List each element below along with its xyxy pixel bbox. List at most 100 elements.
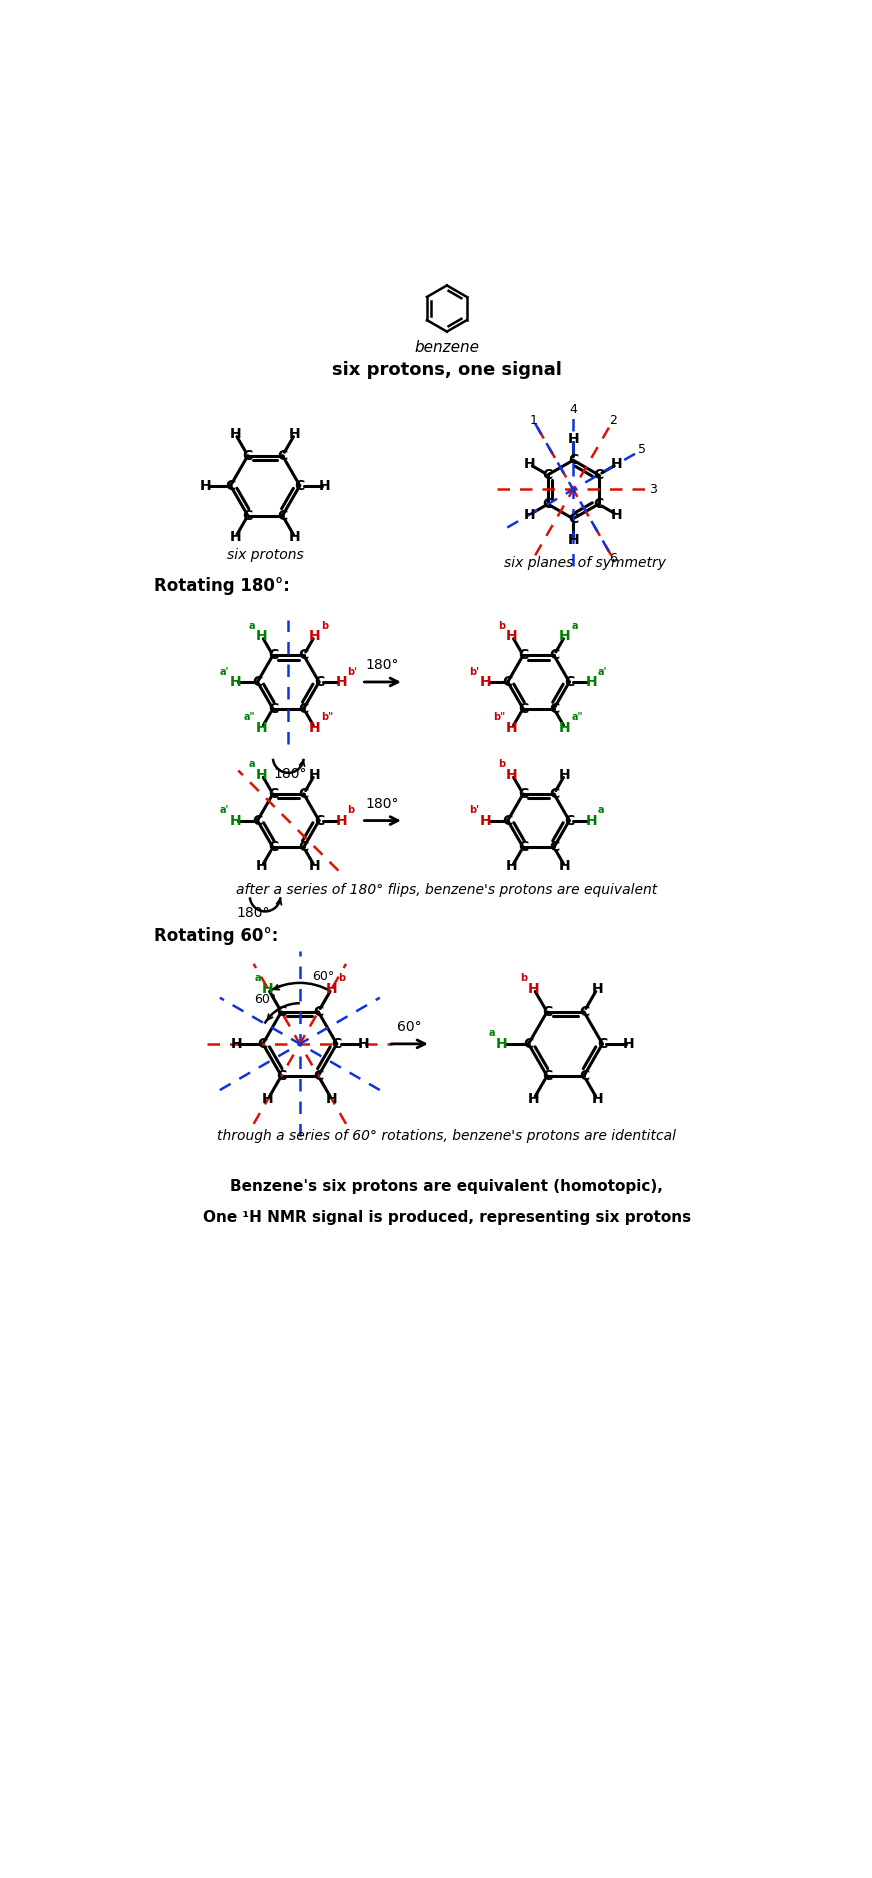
Text: C: C — [268, 787, 278, 800]
Text: H: H — [256, 768, 268, 781]
Text: a: a — [249, 759, 255, 770]
Text: H: H — [290, 426, 301, 441]
Text: H: H — [507, 721, 518, 734]
Text: H: H — [229, 674, 242, 689]
Text: C: C — [568, 453, 578, 468]
Text: Benzene's six protons are equivalent (homotopic),: Benzene's six protons are equivalent (ho… — [230, 1179, 664, 1194]
Text: H: H — [309, 768, 321, 781]
Text: C: C — [579, 1005, 589, 1020]
Text: H: H — [256, 629, 268, 642]
Text: H: H — [591, 1091, 603, 1106]
Text: through a series of 60° rotations, benzene's protons are identitcal: through a series of 60° rotations, benze… — [217, 1129, 677, 1144]
Text: 5: 5 — [638, 443, 646, 456]
Text: C: C — [502, 813, 513, 828]
Text: a": a" — [244, 712, 255, 723]
Text: 60°: 60° — [312, 971, 334, 984]
Text: H: H — [358, 1037, 369, 1052]
Text: six protons: six protons — [227, 548, 303, 562]
Text: H: H — [262, 1091, 274, 1106]
Text: H: H — [611, 507, 623, 522]
Text: H: H — [623, 1037, 635, 1052]
Text: C: C — [548, 787, 559, 800]
Text: C: C — [597, 1037, 608, 1052]
Text: H: H — [262, 982, 274, 995]
Text: b': b' — [469, 667, 479, 676]
Text: C: C — [298, 787, 309, 800]
Text: C: C — [518, 702, 528, 716]
Text: H: H — [256, 721, 268, 734]
Text: C: C — [502, 674, 513, 689]
Text: C: C — [568, 511, 578, 526]
Text: C: C — [548, 648, 559, 663]
Text: H: H — [229, 813, 242, 828]
Text: C: C — [542, 498, 553, 511]
Text: H: H — [507, 860, 518, 873]
Text: C: C — [225, 479, 235, 492]
Text: C: C — [579, 1069, 589, 1084]
Text: C: C — [548, 702, 559, 716]
Text: H: H — [611, 458, 623, 471]
Text: b': b' — [469, 806, 479, 815]
Text: H: H — [229, 530, 242, 545]
Text: b": b" — [321, 712, 333, 723]
Text: C: C — [548, 839, 559, 854]
Text: b: b — [499, 622, 506, 631]
Text: a": a" — [571, 712, 582, 723]
Text: H: H — [309, 721, 321, 734]
Text: C: C — [313, 1005, 324, 1020]
Text: C: C — [518, 839, 528, 854]
Text: H: H — [256, 860, 268, 873]
Text: C: C — [314, 813, 324, 828]
Text: H: H — [559, 721, 571, 734]
Text: C: C — [523, 1037, 534, 1052]
Text: after a series of 180° flips, benzene's protons are equivalent: after a series of 180° flips, benzene's … — [236, 883, 657, 898]
Text: 180°: 180° — [365, 657, 399, 672]
Text: C: C — [242, 509, 253, 522]
Text: C: C — [258, 1037, 268, 1052]
Text: C: C — [518, 787, 528, 800]
Text: six protons, one signal: six protons, one signal — [332, 361, 562, 379]
Text: a': a' — [220, 667, 228, 676]
Text: C: C — [564, 674, 575, 689]
Text: a': a' — [597, 667, 607, 676]
Text: H: H — [507, 629, 518, 642]
Text: C: C — [268, 702, 278, 716]
Text: H: H — [586, 813, 597, 828]
Text: C: C — [268, 648, 278, 663]
Text: H: H — [326, 982, 337, 995]
Text: C: C — [331, 1037, 342, 1052]
Text: 1: 1 — [529, 413, 537, 426]
Text: b": b" — [494, 712, 506, 723]
Text: H: H — [507, 768, 518, 781]
Text: H: H — [200, 479, 211, 492]
Text: C: C — [542, 1005, 552, 1020]
Text: H: H — [319, 479, 330, 492]
Text: 180°: 180° — [237, 905, 270, 920]
Text: H: H — [586, 674, 597, 689]
Text: a: a — [571, 622, 577, 631]
Text: H: H — [309, 629, 321, 642]
Text: H: H — [229, 426, 242, 441]
Text: b: b — [499, 759, 506, 770]
Text: 2: 2 — [610, 413, 617, 426]
Text: 60°: 60° — [254, 993, 276, 1007]
Text: b': b' — [347, 667, 358, 676]
Text: benzene: benzene — [414, 340, 480, 355]
Text: C: C — [542, 468, 553, 483]
Text: C: C — [277, 509, 288, 522]
Text: C: C — [298, 702, 309, 716]
Text: 60°: 60° — [397, 1020, 421, 1035]
Text: a: a — [255, 973, 262, 984]
Text: H: H — [559, 629, 571, 642]
Text: H: H — [326, 1091, 337, 1106]
Text: C: C — [593, 498, 603, 511]
Text: C: C — [298, 839, 309, 854]
Text: H: H — [336, 674, 347, 689]
Text: 3: 3 — [649, 483, 657, 496]
Text: a: a — [249, 622, 255, 631]
Text: C: C — [276, 1005, 287, 1020]
Text: C: C — [564, 813, 575, 828]
Text: b: b — [520, 973, 528, 984]
Text: One ¹H NMR signal is produced, representing six protons: One ¹H NMR signal is produced, represent… — [203, 1209, 691, 1224]
Text: C: C — [518, 648, 528, 663]
